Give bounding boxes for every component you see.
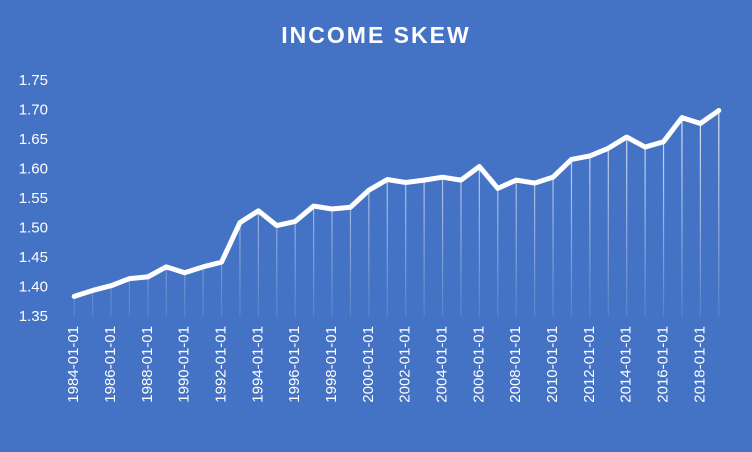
y-tick-label: 1.65 [19,131,48,148]
y-tick-label: 1.55 [19,190,48,207]
y-tick-label: 1.40 [19,278,48,295]
y-tick-label: 1.60 [19,160,48,177]
x-tick-label: 2018-01-01 [691,326,708,403]
x-tick-label: 1990-01-01 [176,326,193,403]
y-tick-label: 1.75 [19,72,48,89]
x-tick-label: 2004-01-01 [434,326,451,403]
x-tick-label: 2016-01-01 [655,326,672,403]
x-tick-label: 2012-01-01 [581,326,598,403]
x-tick-label: 2002-01-01 [397,326,414,403]
x-tick-label: 1986-01-01 [102,326,119,403]
x-tick-label: 1988-01-01 [139,326,156,403]
x-tick-label: 1994-01-01 [249,326,266,403]
x-tick-label: 1984-01-01 [65,326,82,403]
x-tick-label: 2006-01-01 [470,326,487,403]
y-tick-label: 1.45 [19,249,48,266]
y-tick-label: 1.35 [19,308,48,325]
x-tick-label: 1996-01-01 [286,326,303,403]
y-tick-label: 1.50 [19,219,48,236]
x-tick-label: 2000-01-01 [360,326,377,403]
x-tick-label: 2010-01-01 [544,326,561,403]
x-tick-label: 1998-01-01 [323,326,340,403]
x-tick-label: 2008-01-01 [507,326,524,403]
x-tick-label: 1992-01-01 [213,326,230,403]
x-tick-label: 2014-01-01 [618,326,635,403]
y-tick-label: 1.70 [19,101,48,118]
chart-title: INCOME SKEW [281,22,470,48]
data-line [71,108,722,299]
